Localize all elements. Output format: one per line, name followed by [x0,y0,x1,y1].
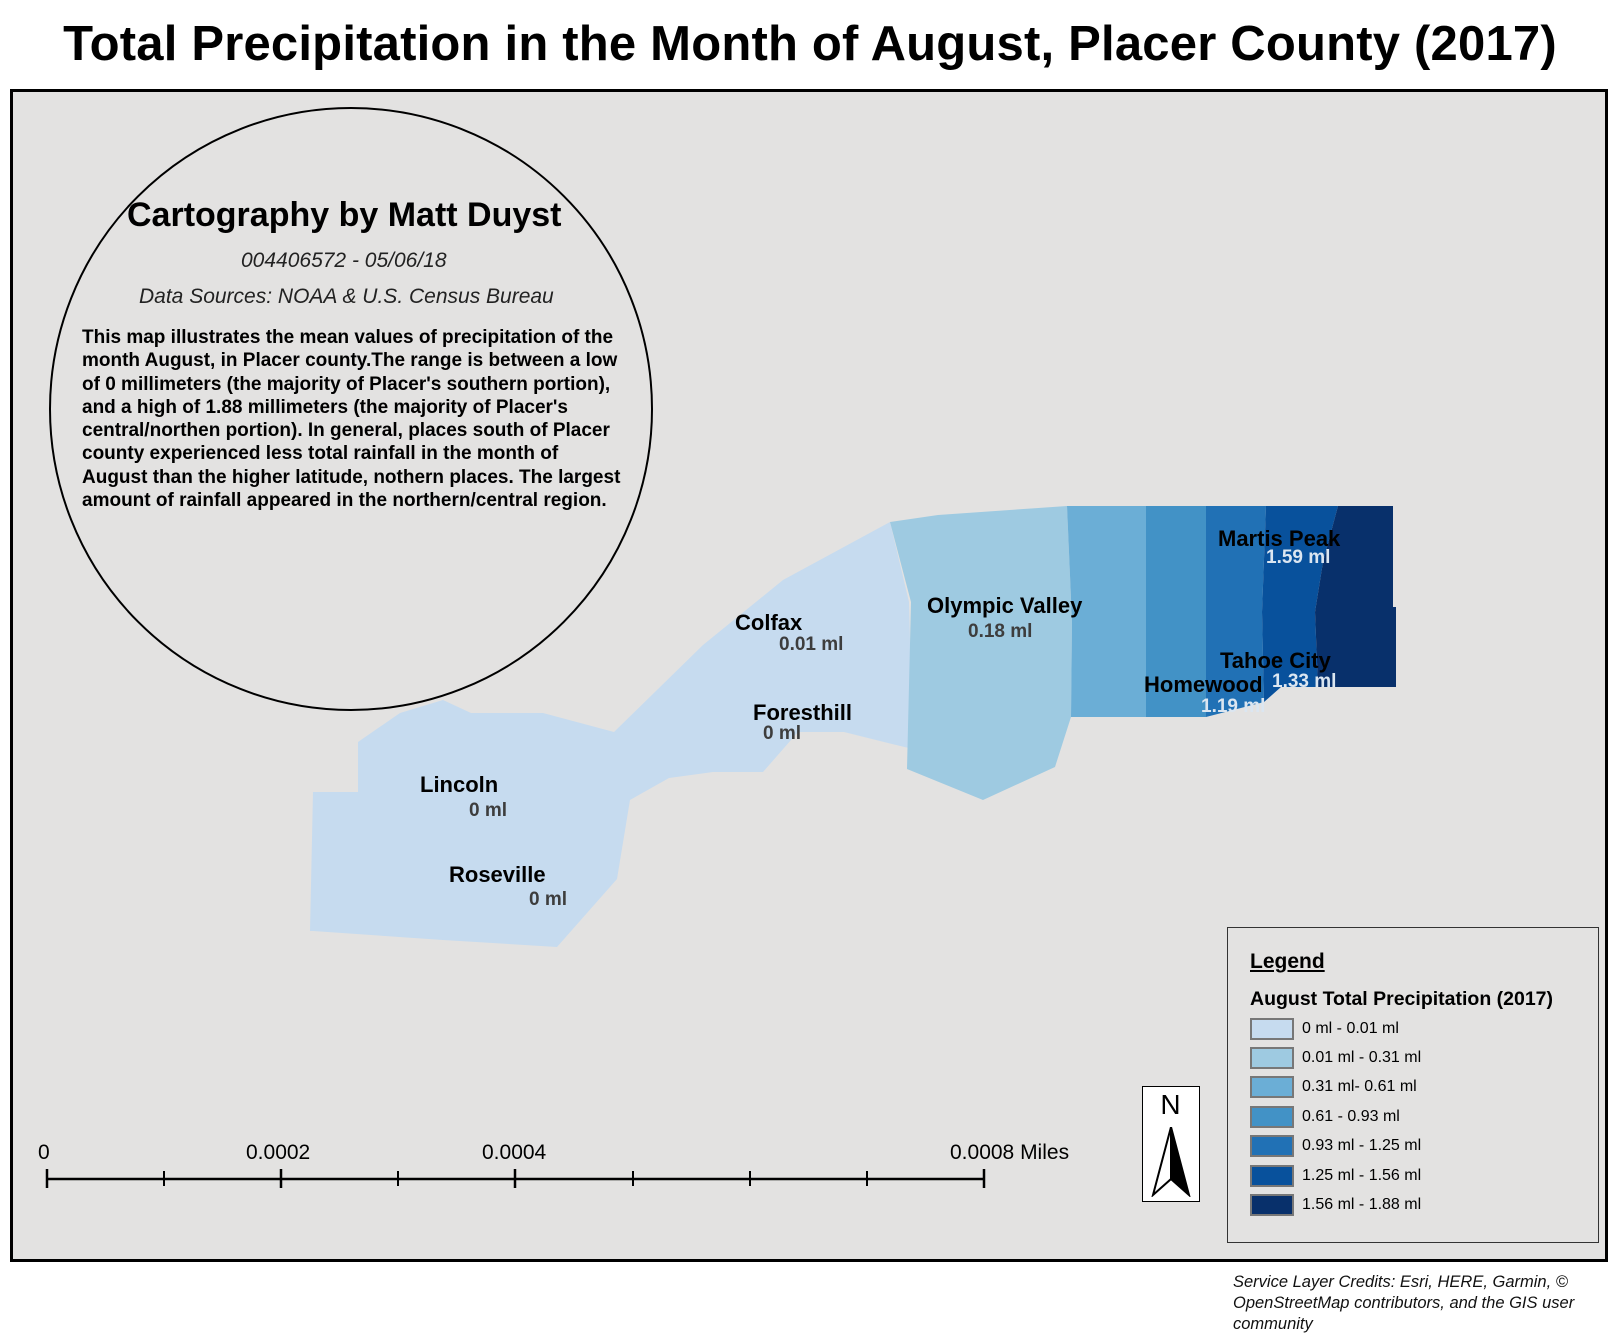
data-sources: Data Sources: NOAA & U.S. Census Bureau [139,285,554,308]
legend-swatch [1250,1165,1294,1187]
north-arrow-box: N [1142,1086,1200,1202]
legend-label: 0 ml - 0.01 ml [1302,1020,1399,1037]
place-value-martis-peak: 1.59 ml [1266,547,1330,568]
service-layer-credits: Service Layer Credits: Esri, HERE, Garmi… [1233,1273,1575,1333]
legend-swatch [1250,1135,1294,1157]
info-circle [49,107,653,711]
place-name-colfax: Colfax [735,610,803,635]
region-1.56-to-1.88 [1315,506,1396,687]
place-value-foresthill: 0 ml [763,723,801,744]
legend-label: 0.31 ml- 0.61 ml [1302,1078,1417,1095]
north-label: N [1160,1089,1181,1120]
legend-label: 0.93 ml - 1.25 ml [1302,1137,1422,1154]
place-value-colfax: 0.01 ml [779,634,843,655]
map-description: This map illustrates the mean values of … [82,327,621,512]
legend-swatch [1250,1106,1294,1128]
place-value-homewood: 1.19 ml [1201,696,1265,717]
place-value-tahoe-city: 1.33 ml [1272,671,1336,692]
cartography-credit: Cartography by Matt Duyst [127,196,562,234]
legend-subtitle: August Total Precipitation (2017) [1250,988,1554,1010]
map-title: Total Precipitation in the Month of Augu… [63,17,1557,71]
place-name-homewood: Homewood [1144,672,1263,697]
region-0.93-to-1.25 [1206,506,1266,717]
scale-label-0.0002: 0.0002 [246,1141,311,1164]
scale-bar [45,1169,986,1188]
place-name-olympic-valley: Olympic Valley [927,593,1083,618]
legend-label: 1.25 ml - 1.56 ml [1302,1167,1422,1184]
place-name-lincoln: Lincoln [420,772,498,797]
region-0.61-to-0.93 [1146,506,1206,717]
north-arrow-icon [1151,1127,1191,1197]
place-name-martis-peak: Martis Peak [1218,526,1341,551]
region-1.25-to-1.56 [1262,506,1338,702]
place-name-tahoe-city: Tahoe City [1220,648,1332,673]
legend-swatch [1250,1018,1294,1040]
region-0.01-to-0.31 [890,506,1072,800]
legend-label: 1.56 ml - 1.88 ml [1302,1196,1422,1213]
scale-label-0.0008-miles: 0.0008 Miles [950,1141,1070,1164]
place-value-roseville: 0 ml [529,889,567,910]
legend-swatch [1250,1047,1294,1069]
legend: Legend August Total Precipitation (2017)… [1227,927,1599,1243]
credit-id-date: 004406572 - 05/06/18 [241,249,447,272]
region-0-to-0.01 [310,522,913,947]
scale-label-0: 0 [38,1141,50,1164]
precipitation-map: Colfax 0.01 ml Foresthill 0 ml Lincoln 0… [45,506,1396,1188]
legend-label: 0.61 - 0.93 ml [1302,1108,1400,1125]
legend-title: Legend [1250,950,1325,973]
legend-swatch [1250,1076,1294,1098]
legend-swatch [1250,1194,1294,1216]
legend-label: 0.01 ml - 0.31 ml [1302,1049,1422,1066]
map-frame: Colfax 0.01 ml Foresthill 0 ml Lincoln 0… [10,89,1608,1262]
place-name-foresthill: Foresthill [753,700,852,725]
place-value-lincoln: 0 ml [469,800,507,821]
scale-label-0.0004: 0.0004 [482,1141,547,1164]
place-name-roseville: Roseville [449,862,546,887]
region-0.31-to-0.61 [1067,506,1146,717]
place-value-olympic-valley: 0.18 ml [968,621,1032,642]
